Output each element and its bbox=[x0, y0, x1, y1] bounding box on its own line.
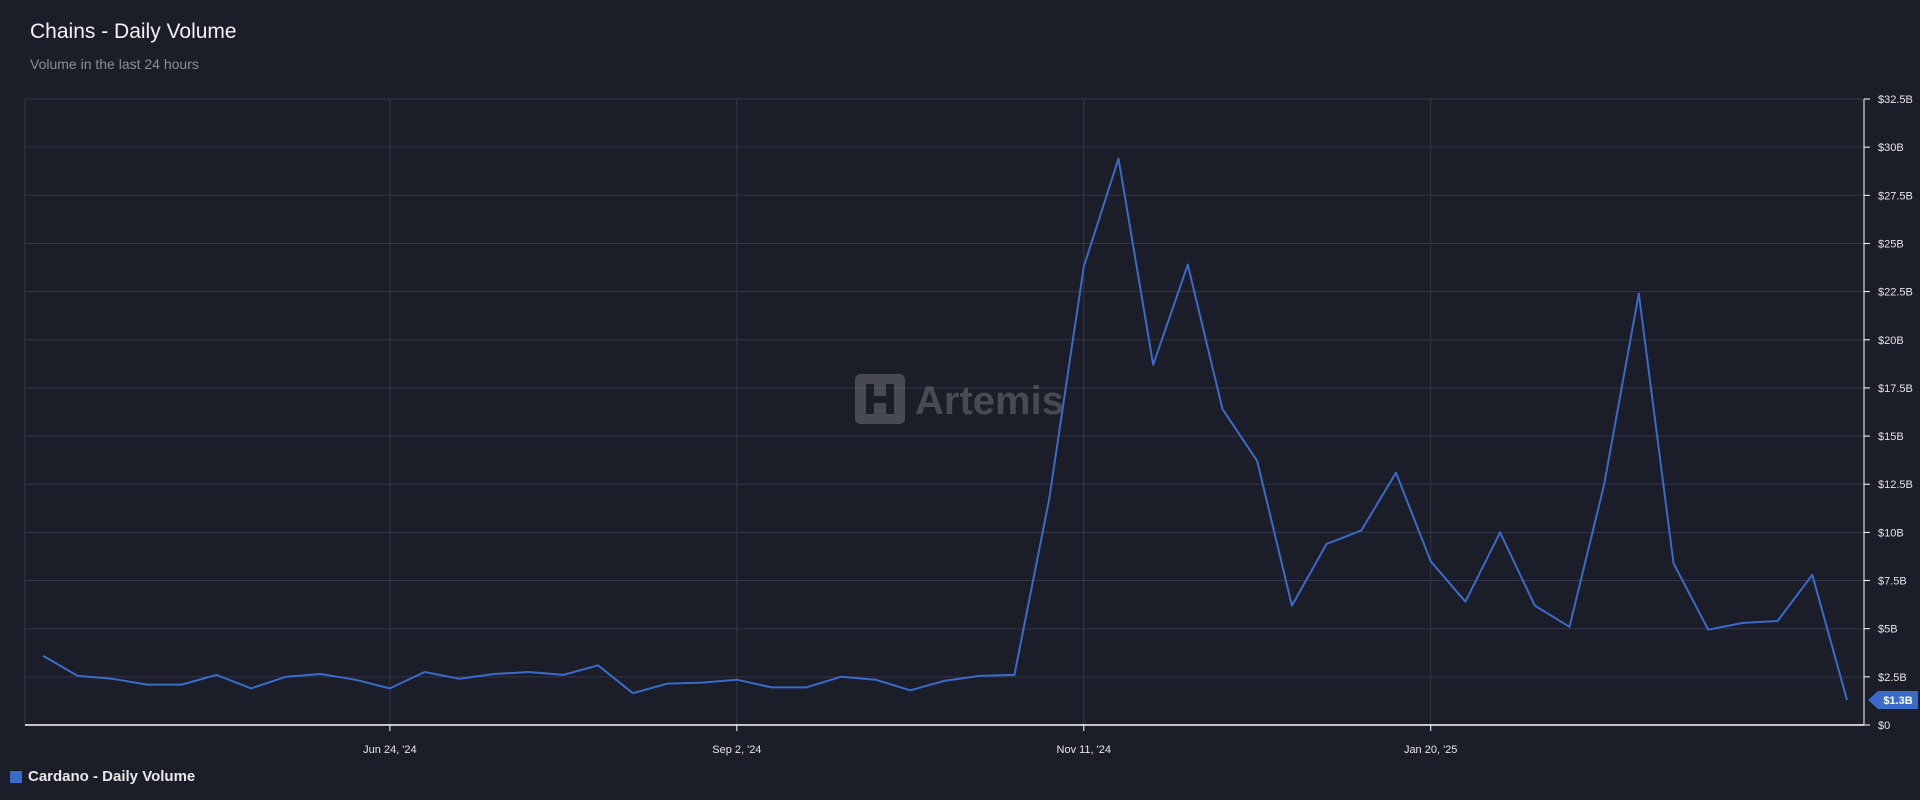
chart-title: Chains - Daily Volume bbox=[30, 20, 237, 43]
legend-label: Cardano - Daily Volume bbox=[28, 768, 196, 785]
series-line-cardano bbox=[42, 157, 1848, 701]
x-tick-label: Jan 20, '25 bbox=[1404, 744, 1457, 756]
y-tick-label: $27.5B bbox=[1878, 190, 1913, 202]
x-tick-label: Sep 2, '24 bbox=[712, 744, 761, 756]
last-value-label: $1.3B bbox=[1883, 695, 1912, 707]
y-tick-label: $22.5B bbox=[1878, 287, 1913, 299]
legend-item-cardano[interactable]: Cardano - Daily Volume bbox=[10, 768, 195, 785]
x-tick-label: Nov 11, '24 bbox=[1057, 744, 1111, 756]
y-tick-label: $2.5B bbox=[1878, 672, 1907, 684]
watermark-text: Artemis bbox=[915, 379, 1064, 423]
y-tick-label: $12.5B bbox=[1878, 479, 1913, 491]
y-tick-label: $7.5B bbox=[1878, 576, 1907, 588]
y-tick-label: $15B bbox=[1878, 431, 1904, 443]
y-tick-label: $32.5B bbox=[1878, 94, 1913, 106]
y-tick-label: $20B bbox=[1878, 335, 1904, 347]
y-tick-label: $17.5B bbox=[1878, 383, 1913, 395]
chart-subtitle: Volume in the last 24 hours bbox=[30, 56, 199, 72]
legend-swatch bbox=[10, 770, 22, 783]
y-tick-label: $5B bbox=[1878, 624, 1898, 636]
last-value-badge bbox=[1868, 690, 1918, 709]
y-tick-label: $0 bbox=[1878, 720, 1890, 732]
y-tick-label: $25B bbox=[1878, 238, 1904, 250]
y-tick-label: $10B bbox=[1878, 527, 1904, 539]
y-tick-label: $30B bbox=[1878, 142, 1904, 154]
x-tick-label: Jun 24, '24 bbox=[363, 744, 416, 756]
watermark-logo: Artemis bbox=[855, 374, 1064, 424]
